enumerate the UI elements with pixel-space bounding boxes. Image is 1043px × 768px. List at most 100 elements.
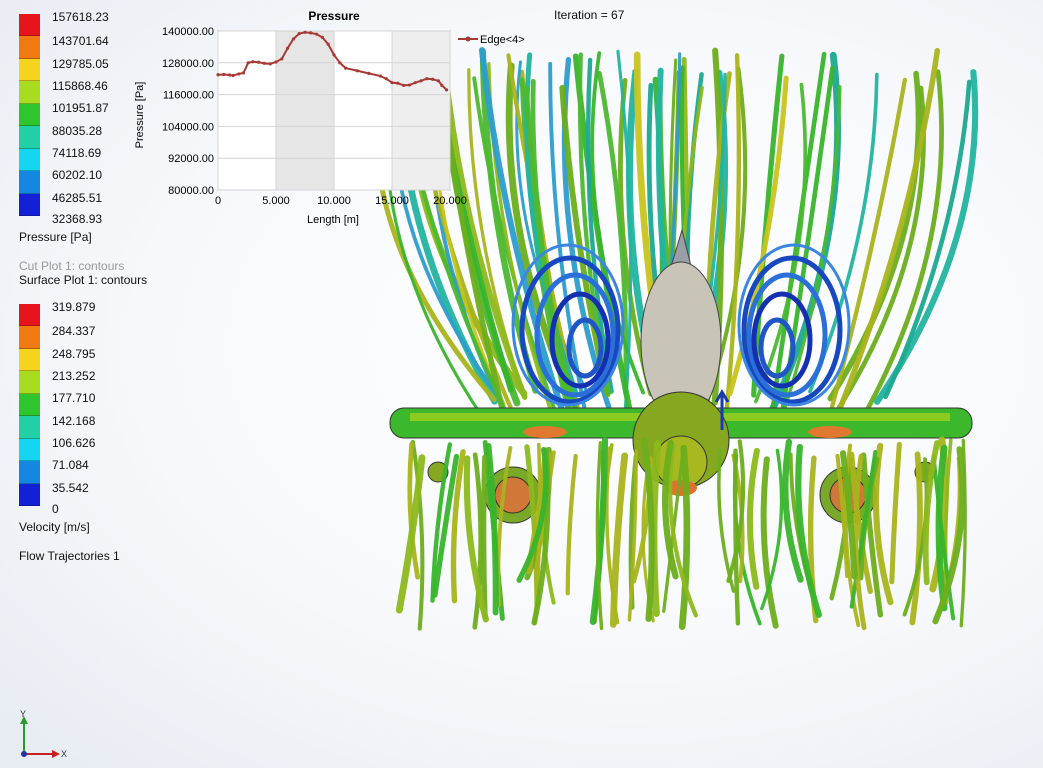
z-axis-dot <box>21 751 27 757</box>
trajectory-streak <box>668 443 698 618</box>
data-point <box>309 31 313 35</box>
trajectory-streak <box>769 51 827 416</box>
velocity-tick: 71.084 <box>52 458 89 472</box>
wing-hotspot-right <box>808 426 852 438</box>
y-tick-label: 104000.00 <box>162 121 214 133</box>
y-tick-label: 116000.00 <box>163 90 214 102</box>
trajectory-streak <box>407 441 420 580</box>
data-point <box>303 30 307 34</box>
color-band <box>19 14 40 37</box>
x-tick-label: 5.000 <box>262 195 290 207</box>
data-point <box>320 35 324 39</box>
color-band <box>19 393 40 417</box>
color-band <box>19 348 40 372</box>
x-tick-label: 20.000 <box>433 195 467 207</box>
data-point <box>315 32 319 36</box>
pressure-tick: 88035.28 <box>52 124 103 138</box>
data-point <box>280 57 284 61</box>
data-point <box>237 72 241 76</box>
trajectory-streak <box>485 442 499 616</box>
data-point <box>444 88 449 92</box>
data-point <box>291 37 295 41</box>
trajectory-streak <box>565 453 578 596</box>
velocity-tick: 0 <box>52 502 59 516</box>
data-point <box>384 77 388 81</box>
trajectory-streak <box>723 53 742 422</box>
data-point <box>332 53 336 57</box>
x-tick-label: 15.000 <box>375 195 409 207</box>
trajectory-streak <box>463 455 489 623</box>
trajectory-streak <box>548 61 588 414</box>
trajectory-streak <box>780 85 842 418</box>
color-band <box>19 416 40 439</box>
pressure-tick: 74118.69 <box>52 146 102 160</box>
x-arrowhead <box>52 750 60 758</box>
color-band <box>19 103 40 127</box>
pressure-color-bar <box>19 14 40 216</box>
trajectory-streak <box>931 455 956 621</box>
pressure-tick: 46285.51 <box>52 191 103 205</box>
trajectory-streak <box>935 444 948 612</box>
y-axis-label: Pressure [Pa] <box>134 82 146 149</box>
pressure-tick: 115868.46 <box>52 79 108 93</box>
pressure-xy-plot[interactable]: Pressure 80000.00 92000.00 104000.00 116000… <box>130 5 550 230</box>
velocity-tick: 142.168 <box>52 414 96 428</box>
trajectory-streak <box>932 446 966 625</box>
color-band <box>19 483 40 506</box>
velocity-tick: 106.626 <box>52 436 96 450</box>
data-point <box>286 46 290 50</box>
triad-y-label: Y <box>20 710 26 719</box>
data-point <box>326 42 330 46</box>
trajectory-streak <box>641 437 655 622</box>
data-point <box>419 79 423 83</box>
plot-legend: Edge<4> <box>458 34 525 46</box>
trajectory-streak <box>589 437 609 625</box>
trajectory-streak <box>585 57 614 394</box>
trajectory-streak <box>395 454 426 614</box>
trajectory-streak <box>827 70 922 402</box>
trajectory-streak <box>678 444 691 630</box>
data-point <box>367 71 371 75</box>
color-band <box>19 326 40 349</box>
trajectory-streak <box>478 47 569 423</box>
data-point <box>262 61 266 65</box>
legend-series-name: Edge<4> <box>480 34 525 46</box>
coordinate-triad: Y X <box>20 710 67 759</box>
trajectory-streak <box>922 440 940 586</box>
trajectory-streak <box>442 66 528 400</box>
data-point <box>344 66 348 70</box>
left-vortex <box>511 243 625 407</box>
plot-title: Pressure <box>308 9 360 23</box>
data-point <box>407 83 411 87</box>
pressure-legend: 157618.23 143701.64 129785.05 115868.46 … <box>19 10 179 244</box>
data-point <box>402 83 406 87</box>
trajectory-streak <box>472 452 484 630</box>
pressure-tick: 101951.87 <box>52 101 109 115</box>
trajectory-streak <box>595 441 604 631</box>
data-point <box>436 79 440 83</box>
trajectory-streak <box>754 82 808 404</box>
color-band <box>19 304 40 327</box>
velocity-tick: 177.710 <box>52 391 96 405</box>
trajectory-streak <box>865 69 944 412</box>
trajectory-streak <box>760 456 779 629</box>
velocity-legend: 319.879 284.337 248.795 213.252 177.710 … <box>19 300 179 534</box>
data-point <box>216 73 220 77</box>
color-band <box>19 126 40 149</box>
trajectory-streak <box>430 442 453 603</box>
color-band <box>19 193 40 216</box>
cut-plot-label[interactable]: Cut Plot 1: contours <box>19 259 125 273</box>
trajectory-streak <box>733 448 741 626</box>
trajectory-streak <box>795 443 822 618</box>
velocity-tick: 319.879 <box>52 300 96 314</box>
x-tick-label: 10.000 <box>317 195 351 207</box>
x-tick-label: 0 <box>215 195 221 207</box>
trajectory-streak <box>516 446 549 583</box>
surface-plot-label[interactable]: Surface Plot 1: contours <box>19 273 148 287</box>
data-point <box>274 60 278 64</box>
data-point <box>297 32 301 36</box>
trajectory-streak <box>432 453 460 598</box>
flow-trajectories-label[interactable]: Flow Trajectories 1 <box>19 549 120 563</box>
color-band <box>19 148 40 172</box>
trajectory-streak <box>746 447 760 590</box>
